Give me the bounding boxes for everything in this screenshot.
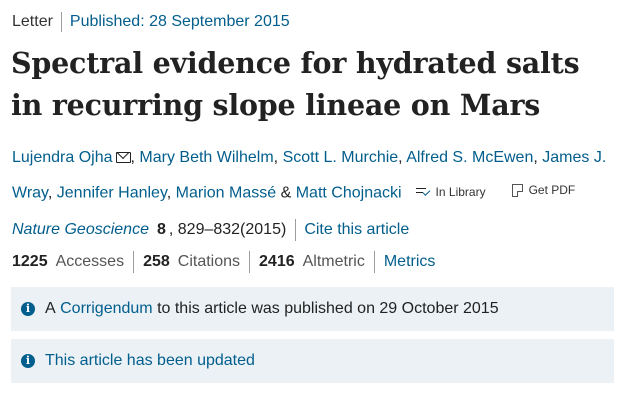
accesses-label: Accesses <box>55 253 125 270</box>
author-link[interactable]: Jennifer Hanley <box>56 184 167 202</box>
corrigendum-notice: i A Corrigendum to this article was publ… <box>11 287 614 331</box>
volume: 8 <box>156 221 166 238</box>
cite-article-link[interactable]: Cite this article <box>304 221 410 238</box>
mail-icon[interactable] <box>115 152 131 163</box>
author-list: Lujendra Ojha, Mary Beth Wilhelm, Scott … <box>12 142 612 210</box>
get-pdf-label: Get PDF <box>528 183 576 197</box>
article-updated-notice[interactable]: i This article has been updated <box>11 339 614 383</box>
pages-year: , 829–832(2015) <box>168 221 287 238</box>
metrics-divider <box>373 251 375 273</box>
citation-divider <box>295 219 297 241</box>
author-link[interactable]: Scott L. Murchie <box>282 149 399 166</box>
author-link[interactable]: Marion Massé <box>175 184 277 202</box>
author-link[interactable]: Lujendra Ojha <box>12 149 113 166</box>
altmetric-count: 2416 <box>259 253 295 270</box>
article-meta: Letter Published: 28 September 2015 <box>12 12 290 32</box>
citation-row: Nature Geoscience 8 , 829–832(2015) Cite… <box>12 219 409 241</box>
info-icon: i <box>21 354 35 368</box>
get-pdf-button[interactable]: Get PDF <box>511 174 576 206</box>
metrics-row: 1225 Accesses 258 Citations 2416 Altmetr… <box>12 251 435 273</box>
metrics-divider <box>249 251 251 273</box>
in-library-button[interactable]: In Library <box>415 176 486 208</box>
meta-divider <box>60 12 62 32</box>
corrigendum-prefix: A <box>45 300 56 317</box>
article-title: Spectral evidence for hydrated salts in … <box>11 46 580 122</box>
author-link[interactable]: Alfred S. McEwen <box>406 149 534 166</box>
altmetric-label: Altmetric <box>302 253 365 270</box>
journal-link[interactable]: Nature Geoscience <box>12 221 149 238</box>
citations-count: 258 <box>143 253 170 270</box>
library-icon <box>415 187 430 197</box>
published-date-link[interactable]: Published: 28 September 2015 <box>69 13 290 30</box>
article-updated-link[interactable]: This article has been updated <box>45 352 255 369</box>
author-link[interactable]: James J. Wray <box>12 149 607 202</box>
citations-label: Citations <box>177 253 241 270</box>
info-icon: i <box>21 302 35 316</box>
in-library-label: In Library <box>435 184 486 199</box>
corrigendum-text: to this article was published on 29 Octo… <box>157 300 499 317</box>
author-link[interactable]: Mary Beth Wilhelm <box>139 149 274 166</box>
pdf-icon <box>511 183 523 197</box>
article-type: Letter <box>12 13 53 30</box>
metrics-link[interactable]: Metrics <box>383 253 436 270</box>
author-link[interactable]: Matt Chojnacki <box>295 184 402 202</box>
corrigendum-link[interactable]: Corrigendum <box>60 300 153 317</box>
accesses-count: 1225 <box>12 253 48 270</box>
metrics-divider <box>133 251 135 273</box>
